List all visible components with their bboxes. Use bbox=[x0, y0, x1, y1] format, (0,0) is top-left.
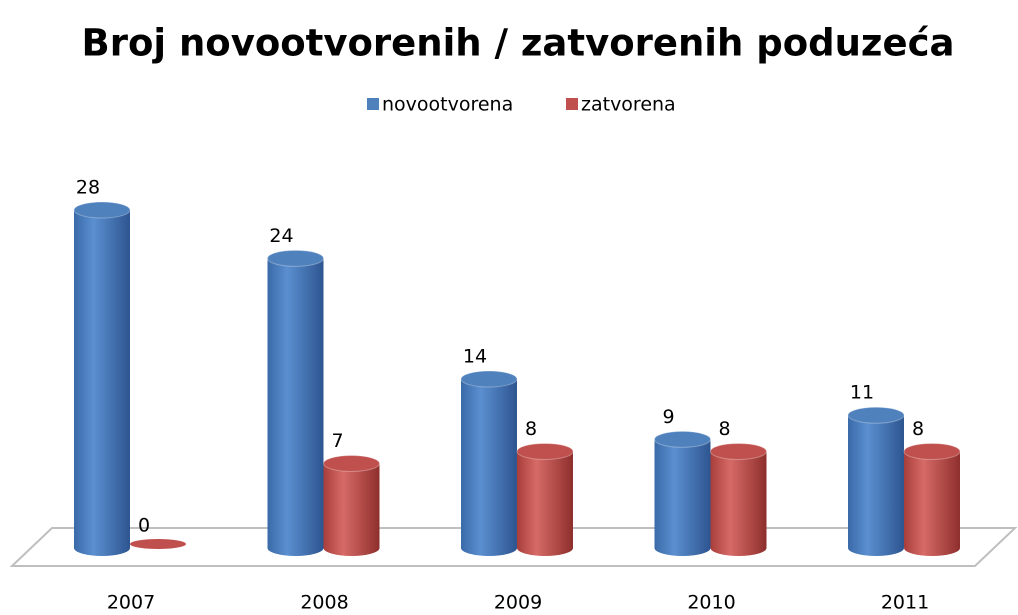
x-tick-label: 2009 bbox=[494, 592, 542, 614]
data-label: 8 bbox=[718, 418, 730, 440]
data-label: 8 bbox=[912, 418, 924, 440]
data-label: 11 bbox=[850, 382, 874, 404]
x-tick-label: 2011 bbox=[881, 592, 929, 614]
legend-swatch bbox=[566, 98, 578, 110]
data-label: 0 bbox=[138, 515, 150, 537]
x-tick-label: 2010 bbox=[687, 592, 735, 614]
bar bbox=[74, 210, 130, 557]
x-tick-label: 2008 bbox=[300, 592, 348, 614]
bar-top bbox=[73, 201, 131, 219]
bar bbox=[323, 463, 380, 556]
chart-title: Broj novootvorenih / zatvorenih poduzeća bbox=[82, 22, 955, 65]
data-label: 24 bbox=[269, 225, 293, 247]
bar-top bbox=[460, 370, 518, 388]
bar-top bbox=[847, 406, 905, 424]
bar-top bbox=[130, 539, 186, 549]
x-tick-label: 2007 bbox=[107, 592, 155, 614]
bar bbox=[461, 379, 517, 556]
legend-swatch bbox=[367, 98, 379, 110]
data-label: 7 bbox=[331, 430, 343, 452]
bar-top bbox=[903, 442, 961, 460]
bar bbox=[710, 451, 767, 556]
bar bbox=[654, 439, 711, 556]
bar-top bbox=[516, 442, 574, 460]
bar bbox=[848, 415, 904, 556]
bar bbox=[517, 451, 573, 556]
bar-top bbox=[323, 455, 380, 473]
legend-label: zatvorena bbox=[581, 94, 676, 116]
bar-top bbox=[710, 442, 767, 460]
bar bbox=[267, 258, 324, 556]
bar-top bbox=[267, 249, 324, 267]
data-label: 14 bbox=[463, 346, 487, 368]
legend-label: novootvorena bbox=[382, 94, 513, 116]
bar-top bbox=[654, 430, 711, 448]
data-label: 9 bbox=[662, 406, 674, 428]
bar bbox=[904, 451, 960, 556]
data-label: 8 bbox=[525, 418, 537, 440]
data-label: 28 bbox=[76, 177, 100, 199]
